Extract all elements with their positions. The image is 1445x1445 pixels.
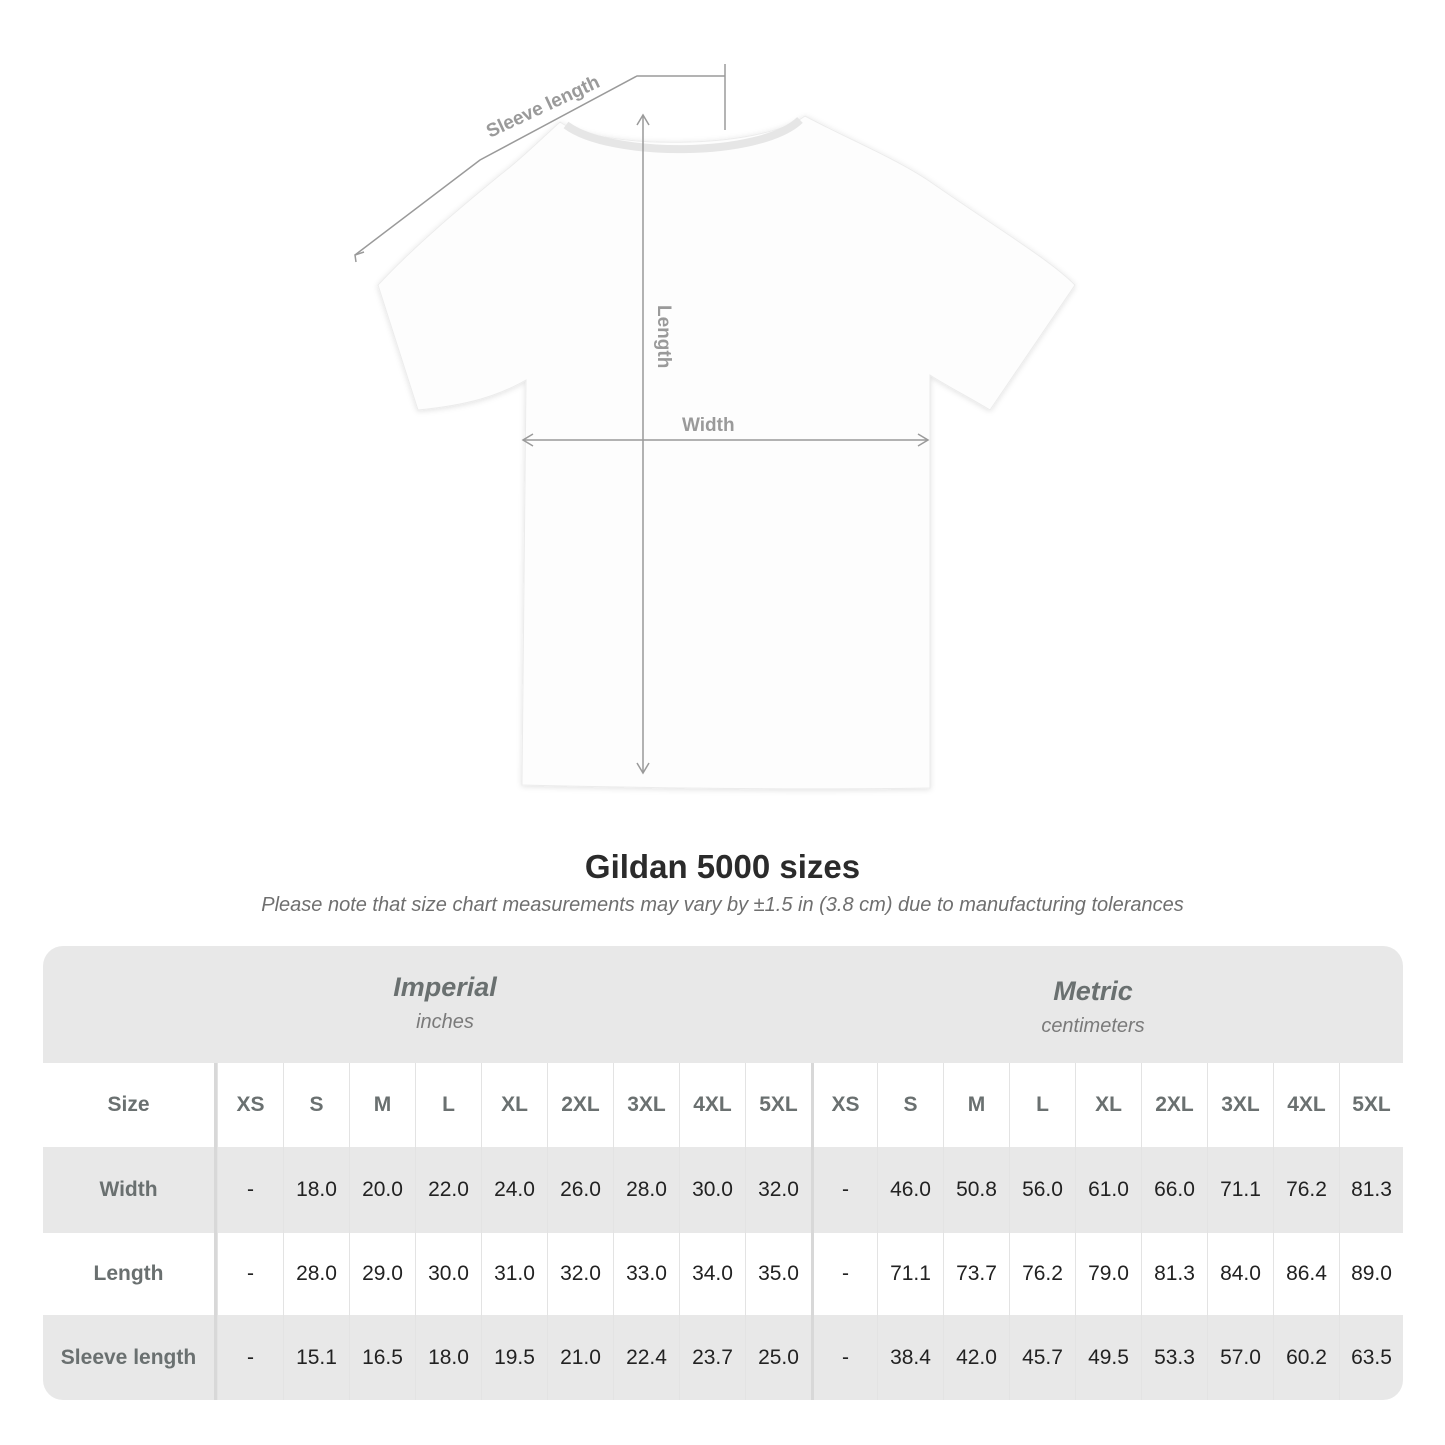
imperial-value-cell: 25.0	[745, 1315, 811, 1400]
imperial-value-cell: 20.0	[349, 1147, 415, 1233]
imperial-value-cell: 18.0	[283, 1147, 349, 1233]
imperial-value-cell: 35.0	[745, 1233, 811, 1315]
imperial-value-cell: 18.0	[415, 1315, 481, 1400]
metric-header: Metric centimeters	[893, 976, 1293, 1038]
size-header-cell: 2XL	[1141, 1063, 1207, 1147]
metric-value-cell: 50.8	[943, 1147, 1009, 1233]
row-label: Sleeve length	[43, 1315, 217, 1400]
size-header-cell: S	[283, 1063, 349, 1147]
imperial-value-cell: 34.0	[679, 1233, 745, 1315]
tolerance-note: Please note that size chart measurements…	[261, 894, 1184, 916]
size-header-cell: 3XL	[613, 1063, 679, 1147]
imperial-unit: inches	[416, 1011, 474, 1033]
imperial-value-cell: -	[217, 1147, 283, 1233]
width-label: Width	[682, 415, 735, 436]
metric-value-cell: 49.5	[1075, 1315, 1141, 1400]
metric-value-cell: 56.0	[1009, 1147, 1075, 1233]
imperial-value-cell: 22.0	[415, 1147, 481, 1233]
metric-value-cell: 71.1	[877, 1233, 943, 1315]
metric-value-cell: -	[811, 1147, 877, 1233]
metric-value-cell: 61.0	[1075, 1147, 1141, 1233]
metric-value-cell: 42.0	[943, 1315, 1009, 1400]
size-header-row: Size XS S M L XL 2XL 3XL 4XL 5XL XS S M L XL 2XL 3XL 4XL 5…	[43, 1063, 1403, 1147]
metric-value-cell: 45.7	[1009, 1315, 1075, 1400]
row-label: Width	[43, 1147, 217, 1233]
table-row: Length -28.0 29.0 30.0 31.0 32.0 33.0 34.0 35.0-…	[43, 1233, 1403, 1315]
metric-value-cell: -	[811, 1315, 877, 1400]
tshirt-diagram: Sleeve length Length Width	[354, 64, 1076, 790]
metric-unit: centimeters	[1041, 1015, 1145, 1037]
metric-value-cell: 57.0	[1207, 1315, 1273, 1400]
metric-value-cell: 63.5	[1339, 1315, 1403, 1400]
metric-value-cell: 86.4	[1273, 1233, 1339, 1315]
metric-title: Metric	[1053, 976, 1133, 1006]
size-header-cell: 3XL	[1207, 1063, 1273, 1147]
imperial-value-cell: 24.0	[481, 1147, 547, 1233]
tshirt-shape	[377, 115, 1076, 790]
imperial-value-cell: 30.0	[679, 1147, 745, 1233]
row-label: Length	[43, 1233, 217, 1315]
size-header-cell: 5XL	[1339, 1063, 1403, 1147]
metric-value-cell: 53.3	[1141, 1315, 1207, 1400]
metric-value-cell: -	[811, 1233, 877, 1315]
metric-value-cell: 76.2	[1273, 1147, 1339, 1233]
metric-value-cell: 46.0	[877, 1147, 943, 1233]
size-header-cell: 2XL	[547, 1063, 613, 1147]
imperial-value-cell: 31.0	[481, 1233, 547, 1315]
size-header-cell: L	[415, 1063, 481, 1147]
table-row: Width -18.0 20.0 22.0 24.0 26.0 28.0 30.0 32.0-4…	[43, 1147, 1403, 1233]
imperial-value-cell: 19.5	[481, 1315, 547, 1400]
size-table: Imperial inches Metric centimeters Size X…	[43, 946, 1403, 1400]
size-header-cell: S	[877, 1063, 943, 1147]
imperial-value-cell: -	[217, 1315, 283, 1400]
imperial-value-cell: -	[217, 1233, 283, 1315]
size-header-cell: XS	[217, 1063, 283, 1147]
imperial-value-cell: 30.0	[415, 1233, 481, 1315]
unit-header-band: Imperial inches Metric centimeters	[43, 946, 1403, 1063]
page-title: Gildan 5000 sizes	[584, 848, 861, 885]
metric-value-cell: 76.2	[1009, 1233, 1075, 1315]
imperial-value-cell: 32.0	[745, 1147, 811, 1233]
imperial-value-cell: 16.5	[349, 1315, 415, 1400]
metric-value-cell: 81.3	[1141, 1233, 1207, 1315]
table-row: Sleeve length -15.1 16.5 18.0 19.5 21.0 22.4 23…	[43, 1315, 1403, 1400]
measurement-lines	[354, 64, 930, 775]
metric-value-cell: 60.2	[1273, 1315, 1339, 1400]
size-header-cell: M	[943, 1063, 1009, 1147]
metric-value-cell: 89.0	[1339, 1233, 1403, 1315]
imperial-value-cell: 28.0	[613, 1147, 679, 1233]
imperial-title: Imperial	[393, 972, 497, 1002]
imperial-value-cell: 29.0	[349, 1233, 415, 1315]
imperial-value-cell: 15.1	[283, 1315, 349, 1400]
metric-value-cell: 71.1	[1207, 1147, 1273, 1233]
imperial-value-cell: 21.0	[547, 1315, 613, 1400]
imperial-value-cell: 32.0	[547, 1233, 613, 1315]
size-header-cell: XS	[811, 1063, 877, 1147]
size-header-cell: 4XL	[1273, 1063, 1339, 1147]
imperial-header: Imperial inches	[245, 972, 645, 1034]
size-header-cell: XL	[481, 1063, 547, 1147]
imperial-value-cell: 28.0	[283, 1233, 349, 1315]
size-header-cell: XL	[1075, 1063, 1141, 1147]
row-label: Size	[43, 1063, 217, 1147]
size-header-cell: L	[1009, 1063, 1075, 1147]
metric-value-cell: 73.7	[943, 1233, 1009, 1315]
metric-value-cell: 66.0	[1141, 1147, 1207, 1233]
size-header-cell: 4XL	[679, 1063, 745, 1147]
metric-value-cell: 79.0	[1075, 1233, 1141, 1315]
metric-value-cell: 81.3	[1339, 1147, 1403, 1233]
imperial-value-cell: 33.0	[613, 1233, 679, 1315]
imperial-value-cell: 23.7	[679, 1315, 745, 1400]
size-header-cell: M	[349, 1063, 415, 1147]
size-header-cell: 5XL	[745, 1063, 811, 1147]
metric-value-cell: 84.0	[1207, 1233, 1273, 1315]
length-label: Length	[653, 305, 674, 368]
imperial-value-cell: 26.0	[547, 1147, 613, 1233]
imperial-value-cell: 22.4	[613, 1315, 679, 1400]
metric-value-cell: 38.4	[877, 1315, 943, 1400]
